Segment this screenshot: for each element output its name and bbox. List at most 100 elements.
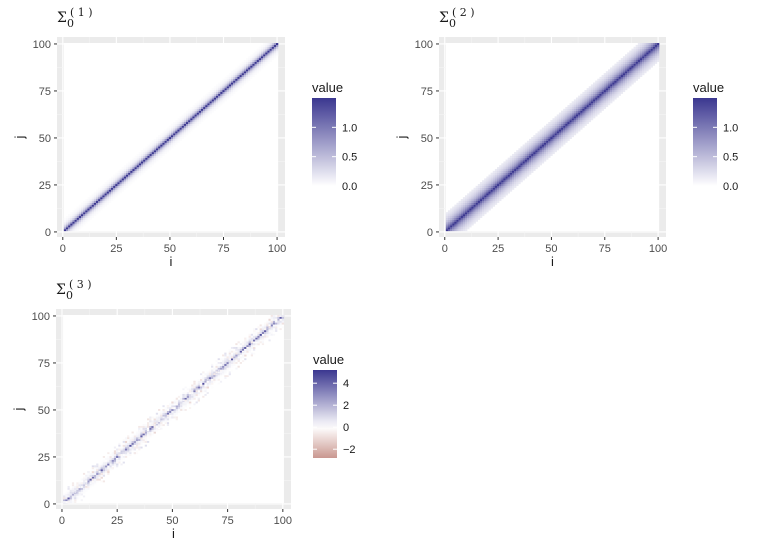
heatmap-cell (91, 467, 94, 470)
heatmap-cell (488, 183, 491, 187)
heatmap-cell (484, 202, 487, 205)
heatmap-cell (72, 212, 75, 215)
heatmap-cell (102, 185, 105, 188)
heatmap-cell (255, 333, 258, 336)
heatmap-cell (102, 200, 105, 203)
heatmap-cell (100, 208, 103, 211)
heatmap-cell (524, 144, 528, 147)
heatmap-cell (69, 487, 73, 490)
heatmap-cell (565, 137, 568, 140)
heatmap-cell (244, 341, 247, 344)
heatmap-cell (578, 103, 581, 106)
heatmap-cell (138, 161, 142, 164)
heatmap-cell (68, 219, 71, 222)
heatmap-cell (501, 193, 504, 196)
heatmap-cell (246, 337, 249, 340)
heatmap-cell (537, 131, 540, 134)
heatmap-cell (213, 97, 217, 100)
heatmap-cell (134, 168, 137, 171)
heatmap-cell (111, 178, 114, 181)
heatmap-cell (100, 200, 103, 203)
y-tick-label: 75 (39, 86, 51, 98)
heatmap-cell (526, 153, 530, 156)
heatmap-cell (91, 193, 95, 196)
heatmap-cell (155, 425, 159, 428)
heatmap-cell (166, 407, 170, 410)
heatmap-cell (526, 155, 530, 158)
heatmap-cell (132, 157, 135, 160)
heatmap-cell (120, 455, 123, 458)
heatmap-cell (243, 76, 247, 79)
heatmap-cell (66, 227, 69, 230)
heatmap-cell (171, 123, 174, 126)
heatmap-cell (477, 195, 481, 198)
heatmap-cell (548, 148, 551, 151)
heatmap-cell (573, 131, 577, 134)
heatmap-cell (186, 112, 189, 115)
heatmap-cell (271, 44, 275, 47)
heatmap-cell (182, 403, 185, 406)
heatmap-cell (202, 371, 205, 374)
heatmap-cell (620, 88, 624, 91)
heatmap-cell (524, 168, 528, 171)
heatmap-cell (66, 217, 69, 220)
heatmap-cell (239, 348, 243, 351)
heatmap-cell (141, 165, 144, 168)
heatmap-cell (261, 63, 264, 66)
heatmap-cell (261, 324, 265, 327)
heatmap-cell (130, 182, 133, 185)
heatmap-cell (454, 221, 457, 224)
heatmap-cell (639, 69, 643, 72)
heatmap-cell (488, 187, 491, 190)
heatmap-cell (588, 95, 592, 98)
heatmap-cell (235, 354, 238, 357)
heatmap-cell (132, 167, 135, 170)
chart-title-superscript: ( 2 ) (452, 6, 475, 19)
heatmap-cell (134, 159, 137, 162)
heatmap-cell (565, 114, 568, 117)
heatmap-cell (548, 142, 551, 145)
heatmap-cell (171, 135, 174, 138)
heatmap-cell (261, 48, 264, 51)
heatmap-cell (63, 229, 67, 232)
heatmap-cell (484, 200, 487, 203)
heatmap-cell (209, 99, 212, 102)
heatmap-cell (195, 392, 198, 395)
heatmap-cell (207, 97, 210, 100)
heatmap-cell (454, 212, 457, 215)
heatmap-cell (595, 108, 598, 111)
heatmap-cell (120, 457, 123, 460)
heatmap-cell (254, 63, 257, 66)
heatmap-cell (65, 495, 68, 498)
heatmap-cell (93, 199, 97, 202)
heatmap-cell (272, 322, 276, 325)
heatmap-cell (129, 450, 132, 453)
heatmap-cell (70, 225, 73, 228)
heatmap-cell (597, 105, 600, 108)
heatmap-cell (124, 455, 128, 458)
heatmap-cell (650, 46, 653, 49)
heatmap-cell (511, 180, 515, 183)
heatmap-cell (252, 71, 255, 74)
heatmap-cell (228, 86, 232, 89)
heatmap-cell (567, 138, 570, 141)
heatmap-cell (537, 138, 540, 141)
heatmap-cell (250, 69, 253, 72)
heatmap-cell (552, 146, 555, 149)
heatmap-cell (488, 202, 491, 205)
heatmap-cell (529, 146, 532, 149)
heatmap-cell (147, 144, 150, 147)
heatmap-cell (571, 135, 574, 138)
heatmap-cell (524, 174, 528, 177)
heatmap-cell (454, 223, 457, 226)
heatmap-cell (151, 153, 155, 156)
heatmap-cell (140, 433, 143, 436)
heatmap-cell (237, 350, 240, 353)
heatmap-cell (614, 78, 617, 81)
heatmap-cell (646, 67, 649, 70)
heatmap-cell (541, 137, 545, 140)
heatmap-cell (573, 118, 577, 121)
heatmap-cell (590, 112, 594, 115)
heatmap-cell (136, 155, 140, 158)
heatmap-cell (616, 82, 619, 85)
